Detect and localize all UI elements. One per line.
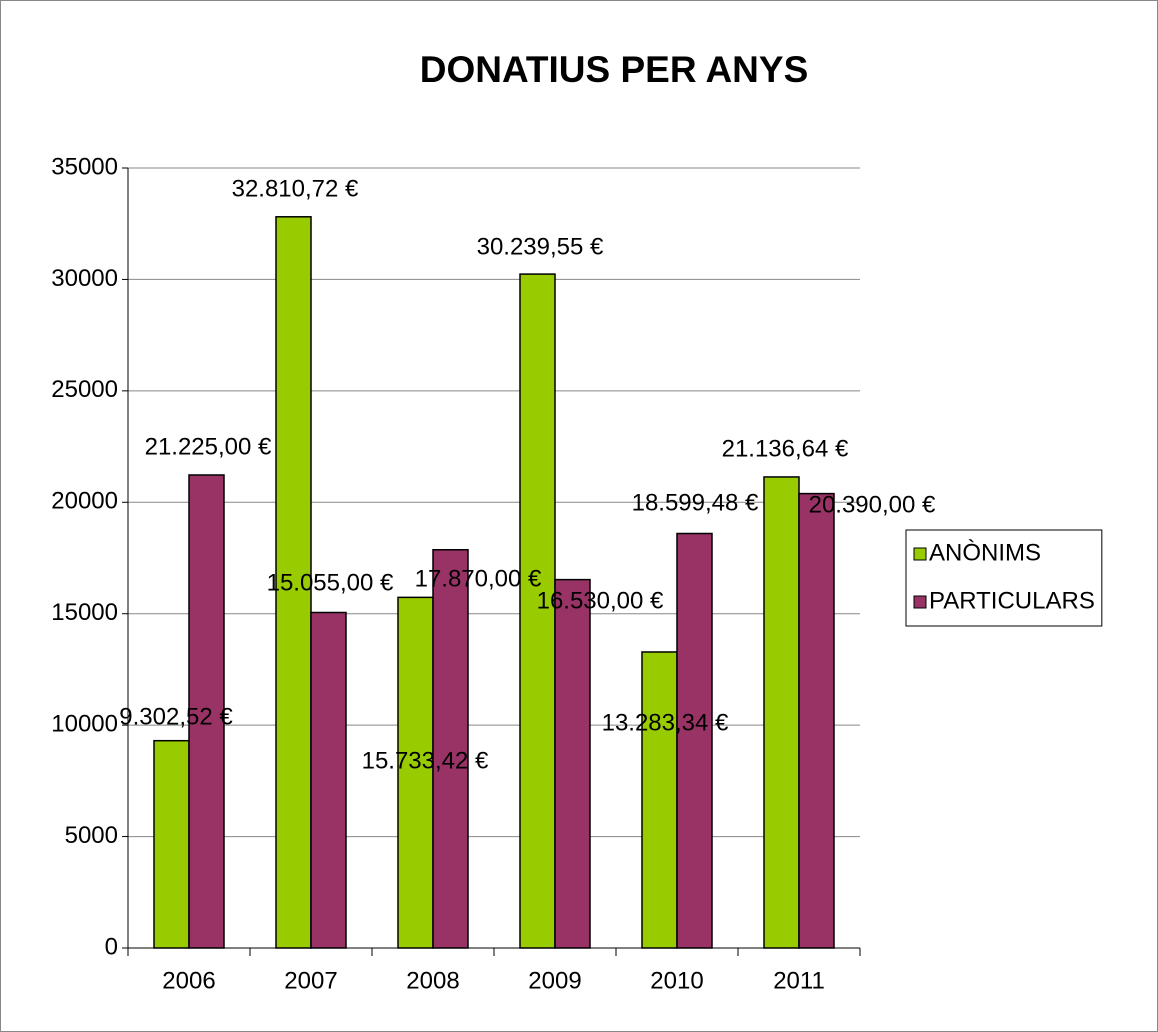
y-tick-label: 10000 — [51, 710, 118, 737]
x-tick-label: 2007 — [284, 967, 337, 994]
bar — [432, 549, 469, 949]
bar — [676, 532, 713, 949]
data-label: 30.239,55 € — [477, 233, 604, 260]
x-tick-label: 2008 — [406, 967, 459, 994]
legend-label: ANÒNIMS — [929, 539, 1041, 566]
y-tick-label: 25000 — [51, 376, 118, 403]
bar — [153, 739, 190, 949]
bar — [763, 476, 800, 949]
data-label: 17.870,00 € — [415, 565, 542, 592]
x-tick-label: 2006 — [162, 967, 215, 994]
y-tick-label: 5000 — [65, 822, 118, 849]
data-label: 9.302,52 € — [119, 703, 233, 730]
data-label: 15.733,42 € — [362, 747, 489, 774]
x-tick-label: 2009 — [528, 967, 581, 994]
bar — [397, 596, 434, 949]
data-label: 21.136,64 € — [722, 435, 849, 462]
y-tick-label: 35000 — [51, 153, 118, 180]
bar — [275, 216, 312, 949]
legend-swatch — [913, 595, 927, 609]
y-tick-label: 30000 — [51, 265, 118, 292]
y-tick-label: 0 — [105, 933, 118, 960]
bar — [519, 273, 556, 949]
bar — [798, 492, 835, 949]
x-tick-label: 2011 — [773, 967, 825, 994]
bar — [310, 611, 347, 949]
data-label: 21.225,00 € — [145, 433, 272, 460]
data-label: 32.810,72 € — [232, 175, 359, 202]
legend-box — [905, 529, 1103, 627]
chart-title: DONATIUS PER ANYS — [420, 49, 809, 90]
y-tick-label: 20000 — [51, 488, 118, 515]
data-label: 20.390,00 € — [809, 491, 936, 518]
bar — [554, 578, 591, 949]
data-label: 15.055,00 € — [267, 569, 394, 596]
data-label: 16.530,00 € — [537, 587, 664, 614]
y-tick-label: 15000 — [51, 599, 118, 626]
bar — [641, 651, 678, 949]
data-label: 13.283,34 € — [602, 709, 729, 736]
data-label: 18.599,48 € — [632, 489, 759, 516]
x-tick-label: 2010 — [650, 967, 703, 994]
legend-swatch — [913, 547, 927, 561]
legend-label: PARTICULARS — [929, 587, 1095, 614]
